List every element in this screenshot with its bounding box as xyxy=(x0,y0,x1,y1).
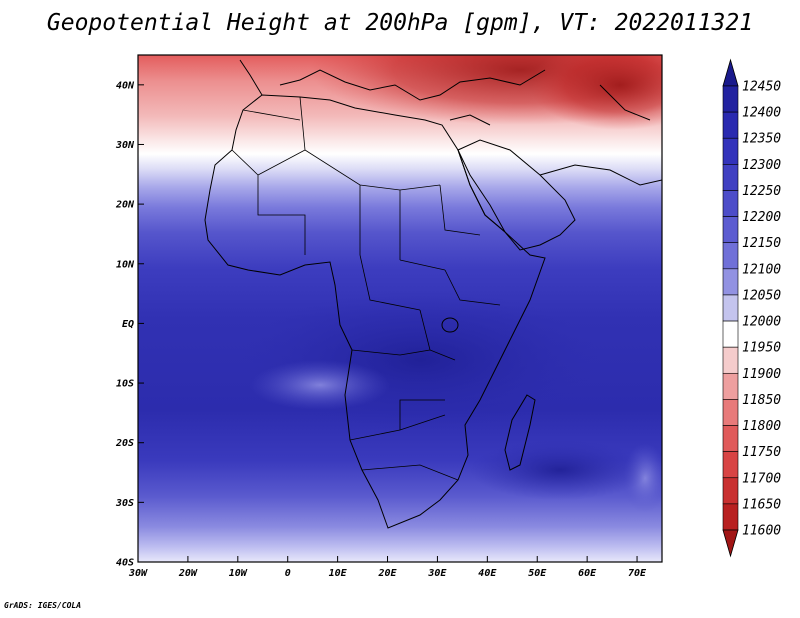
lon-tick-label: 40E xyxy=(478,568,497,579)
grads-credit: GrADS: IGES/COLA xyxy=(4,601,82,610)
madagascar-coastline xyxy=(504,394,536,471)
colorbar-level-label: 12150 xyxy=(742,236,781,251)
lon-tick-label: 10E xyxy=(329,568,348,579)
colorbar-level-label: 12350 xyxy=(742,132,781,147)
colorbar-bin xyxy=(722,190,739,217)
lat-tick-label: 30N xyxy=(115,140,135,151)
lon-tick-label: 20E xyxy=(377,568,397,579)
colorbar-bin xyxy=(722,320,739,348)
country-borders xyxy=(231,96,501,481)
colorbar-bin xyxy=(722,216,739,244)
chart-title: Geopotential Height at 200hPa [gpm], VT:… xyxy=(46,10,754,36)
colorbar-level-label: 12300 xyxy=(742,158,781,173)
height-field xyxy=(138,55,662,562)
colorbar-bin xyxy=(722,451,739,479)
europe-coastline xyxy=(239,59,546,126)
colorbar-level-label: 12050 xyxy=(742,288,781,303)
colorbar-bin xyxy=(722,425,739,452)
lon-tick-label: 60E xyxy=(578,568,597,579)
colorbar-bin xyxy=(722,85,739,113)
colorbar-bin xyxy=(722,399,739,426)
colorbar-level-label: 11700 xyxy=(742,471,781,486)
colorbar-bin xyxy=(722,372,739,400)
colorbar-level-label: 11650 xyxy=(742,497,781,512)
colorbar-bin xyxy=(722,346,739,374)
colorbar-bin xyxy=(722,242,739,270)
lon-tick-label: 30E xyxy=(427,568,447,579)
iran-coastline xyxy=(539,84,662,186)
lat-tick-label: 20S xyxy=(115,438,134,449)
lat-tick-label: EQ xyxy=(122,319,134,330)
lon-tick-label: 0 xyxy=(285,568,291,579)
lat-tick-label: 20N xyxy=(115,200,135,211)
colorbar-level-label: 11900 xyxy=(742,367,781,382)
colorbar-bin xyxy=(722,137,739,165)
coastlines xyxy=(204,59,662,529)
lat-tick-label: 30S xyxy=(115,498,134,509)
colorbar-level-label: 12450 xyxy=(742,80,781,95)
lat-tick-label: 10N xyxy=(116,259,135,270)
colorbar-level-label: 11600 xyxy=(742,524,781,539)
colorbar-top-arrow xyxy=(722,58,739,87)
lon-tick-label: 50E xyxy=(528,568,547,579)
colorbar-bottom-arrow xyxy=(722,529,739,558)
colorbar-level-label: 11750 xyxy=(742,445,781,460)
arabia-coastline xyxy=(457,139,576,251)
longitude-axis: 30W 20W 10W 0 10E 20E 30E 40E 50E 60E 70E xyxy=(128,556,647,579)
colorbar-level-label: 11800 xyxy=(742,419,781,434)
lat-tick-label: 10S xyxy=(116,379,134,390)
colorbar-level-label: 12000 xyxy=(742,315,781,330)
red-sea-coastline xyxy=(457,149,506,233)
lon-tick-label: 20W xyxy=(178,568,198,579)
colorbar-bin xyxy=(722,164,739,191)
colorbar-bin xyxy=(722,268,739,296)
colorbar: 12450 12400 12350 12300 12250 12200 12150 12100… xyxy=(722,58,781,558)
lat-tick-label: 40S xyxy=(116,558,134,569)
lat-tick-label: 40N xyxy=(116,80,135,91)
lon-tick-label: 10W xyxy=(229,568,248,579)
colorbar-level-label: 12250 xyxy=(742,184,781,199)
latitude-axis: 40N 30N 20N 10N EQ 10S 20S 30S 40S xyxy=(115,80,144,569)
colorbar-level-label: 12200 xyxy=(742,210,781,225)
lon-tick-label: 30W xyxy=(128,568,148,579)
lon-tick-label: 70E xyxy=(628,568,647,579)
colorbar-level-label: 11850 xyxy=(742,393,781,408)
colorbar-bin xyxy=(722,111,739,139)
colorbar-level-label: 12400 xyxy=(742,106,781,121)
lake-victoria xyxy=(441,317,459,333)
map-frame xyxy=(137,54,663,563)
colorbar-bin xyxy=(722,294,739,322)
colorbar-level-label: 12100 xyxy=(742,262,781,277)
colorbar-bin xyxy=(722,477,739,505)
colorbar-bin xyxy=(722,503,739,531)
colorbar-level-label: 11950 xyxy=(742,341,781,356)
